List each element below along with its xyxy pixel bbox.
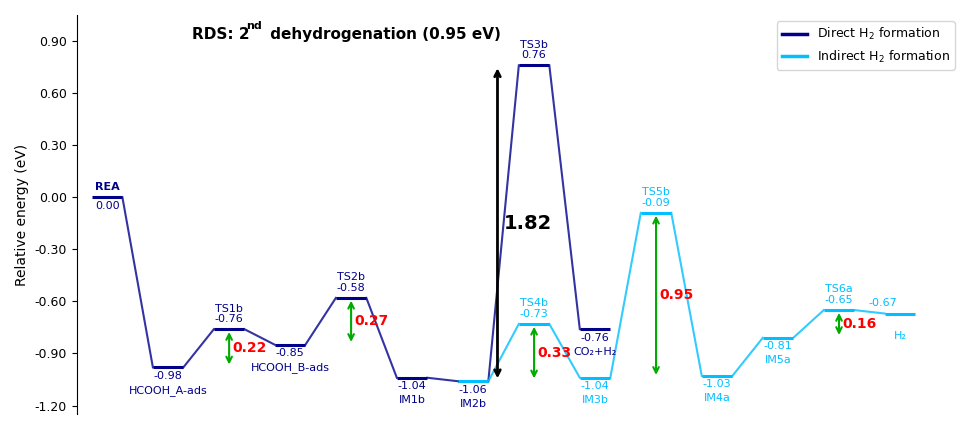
Text: -0.73: -0.73	[519, 309, 549, 319]
Text: 0.22: 0.22	[233, 341, 267, 355]
Text: RDS: 2: RDS: 2	[191, 27, 249, 42]
Text: -1.04: -1.04	[397, 381, 427, 391]
Text: nd: nd	[247, 21, 263, 31]
Text: TS4b: TS4b	[520, 298, 549, 308]
Text: dehydrogenation (0.95 eV): dehydrogenation (0.95 eV)	[265, 27, 501, 42]
Text: 0.33: 0.33	[538, 346, 572, 359]
Text: TS6a: TS6a	[825, 284, 853, 295]
Text: IM5a: IM5a	[764, 355, 792, 365]
Text: -0.98: -0.98	[153, 371, 183, 381]
Y-axis label: Relative energy (eV): Relative energy (eV)	[15, 144, 29, 286]
Text: -0.67: -0.67	[869, 298, 897, 308]
Text: -0.85: -0.85	[276, 348, 305, 358]
Text: IM2b: IM2b	[460, 399, 487, 408]
Text: IM4a: IM4a	[704, 393, 730, 403]
Text: IM3b: IM3b	[582, 395, 608, 405]
Text: -0.65: -0.65	[825, 295, 853, 305]
Text: -1.06: -1.06	[459, 385, 487, 395]
Text: 0.00: 0.00	[95, 201, 119, 211]
Text: TS3b: TS3b	[520, 40, 548, 50]
Text: H₂: H₂	[894, 331, 907, 341]
Text: HCOOH_B-ads: HCOOH_B-ads	[251, 362, 330, 373]
Text: 0.95: 0.95	[660, 288, 694, 302]
Text: -0.58: -0.58	[337, 283, 365, 293]
Text: TS2b: TS2b	[337, 272, 365, 282]
Text: -1.04: -1.04	[581, 381, 609, 391]
Text: -0.76: -0.76	[215, 314, 243, 324]
Text: IM1b: IM1b	[398, 395, 426, 405]
Text: -0.81: -0.81	[763, 341, 793, 351]
Text: TS5b: TS5b	[642, 187, 670, 197]
Legend: Direct H$_2$ formation, Indirect H$_2$ formation: Direct H$_2$ formation, Indirect H$_2$ f…	[777, 21, 955, 70]
Text: -0.76: -0.76	[581, 333, 609, 343]
Text: HCOOH_A-ads: HCOOH_A-ads	[129, 385, 208, 396]
Text: -1.03: -1.03	[703, 380, 731, 390]
Text: REA: REA	[95, 182, 119, 192]
Text: 0.27: 0.27	[354, 314, 389, 329]
Text: 1.82: 1.82	[504, 214, 551, 233]
Text: CO₂+H₂: CO₂+H₂	[574, 347, 617, 356]
Text: -0.09: -0.09	[641, 198, 671, 208]
Text: 0.76: 0.76	[522, 50, 547, 60]
Text: TS1b: TS1b	[215, 304, 243, 313]
Text: 0.16: 0.16	[842, 317, 876, 331]
